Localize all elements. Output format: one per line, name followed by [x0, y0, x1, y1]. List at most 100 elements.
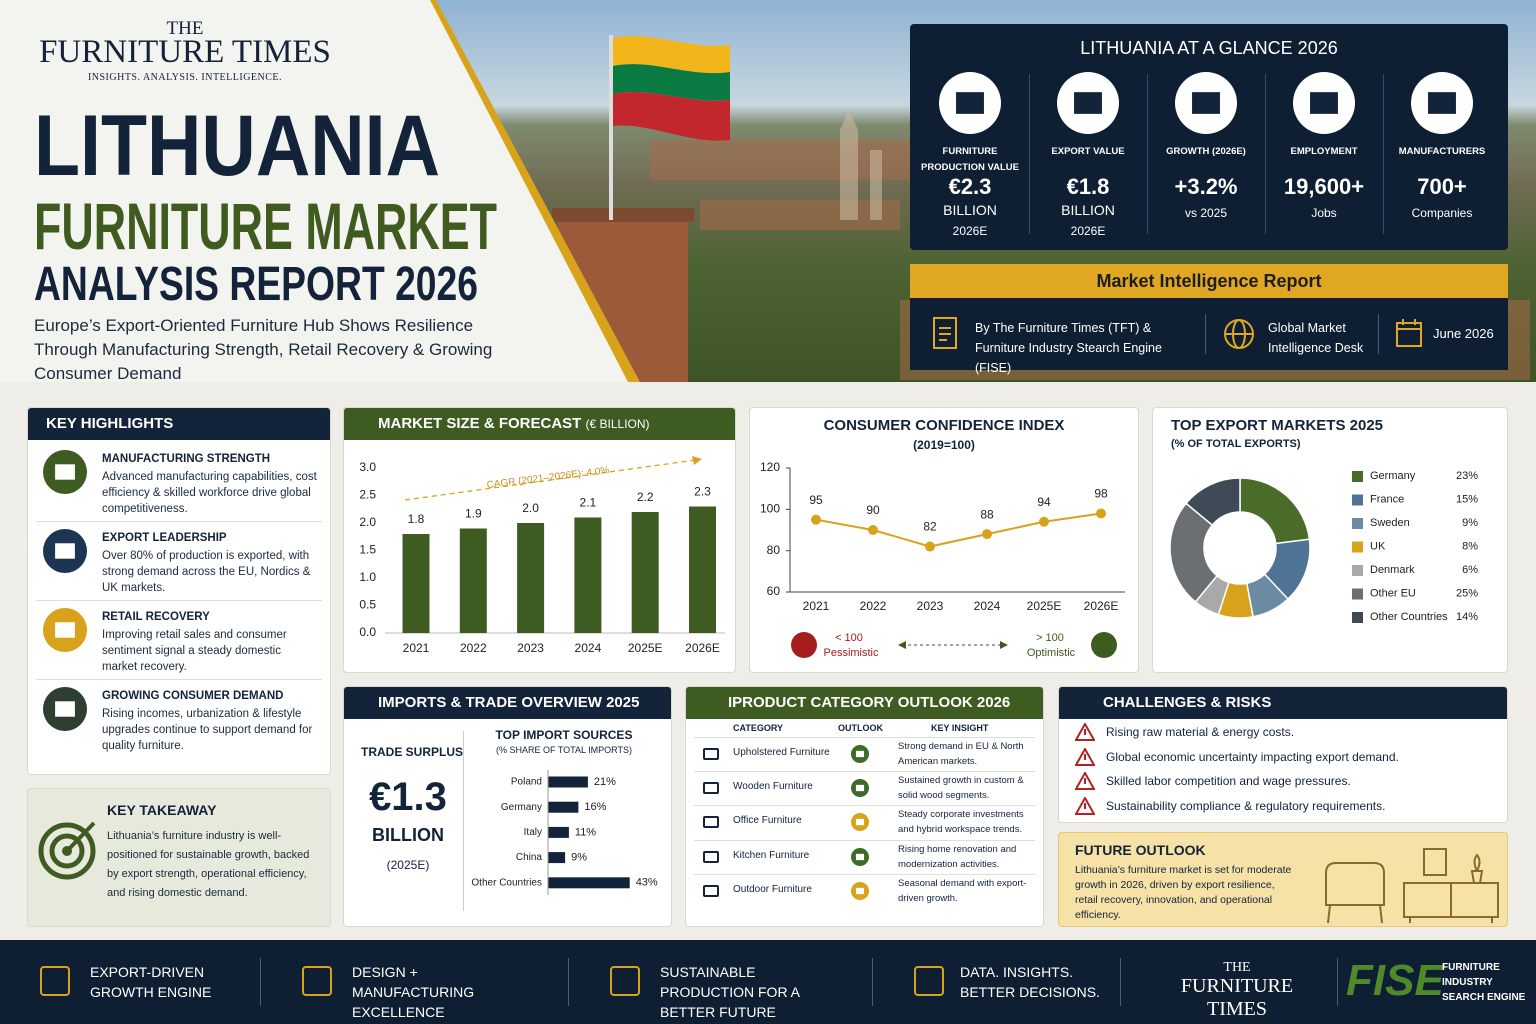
outlook-arrow [851, 813, 869, 832]
title-3: ANALYSIS REPORT 2026 [34, 258, 478, 311]
market-unit: (€ BILLION) [585, 417, 650, 431]
future-title: FUTURE OUTLOOK [1075, 842, 1206, 858]
imports-panel: IMPORTS & TRADE OVERVIEW 2025 TRADE SURP… [343, 686, 672, 927]
icon-glyph [956, 92, 984, 114]
highlights-panel: KEY HIGHLIGHTS MANUFACTURING STRENGTH Adv… [27, 407, 331, 775]
imports-chart-subtitle: (% SHARE OF TOTAL IMPORTS) [495, 745, 633, 755]
highlight-heading: RETAIL RECOVERY [102, 611, 210, 623]
challenges-title: CHALLENGES & RISKS [1059, 687, 1507, 719]
table-header: CATEGORY [733, 723, 784, 733]
report-by: By The Furniture Times (TFT) & Furniture… [975, 321, 1162, 375]
row-line [694, 873, 1035, 875]
surplus-value: €1.3 [369, 775, 447, 819]
highlight-text: Advanced manufacturing capabilities, cos… [102, 471, 317, 515]
triangle [1075, 723, 1095, 741]
row-icon [703, 884, 719, 897]
highlight-text: Improving retail sales and consumer sent… [102, 629, 287, 673]
icon-glyph [855, 750, 865, 758]
glance-note: vs 2025 [1184, 206, 1228, 220]
warning-icon [1075, 723, 1095, 741]
glance-value: 19,600+ [1283, 174, 1365, 199]
highlight-heading: MANUFACTURING STRENGTH [102, 453, 271, 465]
footer-icon [914, 966, 944, 996]
category: Outdoor Furniture [733, 883, 812, 895]
calendar-icon [1396, 319, 1422, 347]
icon-glyph [1428, 92, 1456, 114]
glance-value: €2.3 [948, 174, 992, 199]
brand-top: THE [166, 18, 204, 39]
challenge: Rising raw material & energy costs. [1106, 725, 1295, 739]
table-header: KEY INSIGHT [931, 723, 989, 733]
glance-note: 2026E [952, 224, 988, 238]
warning-icon [1075, 772, 1095, 790]
outlook-title: IPRODUCT CATEGORY OUTLOOK 2026 [686, 687, 1043, 719]
glance-icon [939, 72, 1001, 134]
market-panel: MARKET SIZE & FORECAST (€ BILLION) [343, 407, 736, 673]
separator [36, 679, 322, 680]
report-date: June 2026 [1433, 326, 1494, 341]
warning-icon [1075, 796, 1095, 815]
footer-item: SUSTAINABLE PRODUCTION FOR A BETTER FUTU… [660, 964, 800, 1020]
divider [872, 958, 873, 1006]
row-icon [703, 816, 719, 829]
imports-chart-title: TOP IMPORT SOURCES [495, 728, 633, 742]
title-1: LITHUANIA [34, 98, 440, 194]
glance-value: €1.8 [1066, 174, 1110, 199]
report-title: Market Intelligence Report [910, 264, 1508, 298]
outlook-panel: IPRODUCT CATEGORY OUTLOOK 2026 CATEGORY O… [685, 686, 1044, 927]
outlook-arrow [851, 779, 869, 798]
icon-glyph [855, 887, 865, 894]
divider [1029, 74, 1030, 234]
report-band: By The Furniture Times (TFT) & Furniture… [910, 298, 1508, 375]
glance-title: LITHUANIA AT A GLANCE 2026 [1080, 38, 1338, 58]
table-header: OUTLOOK [838, 723, 883, 733]
subtitle: Europe’s Export-Oriented Furniture Hub S… [34, 316, 493, 383]
divider [568, 958, 569, 1006]
warning-icon [1075, 747, 1095, 766]
icon-glyph [55, 543, 75, 559]
exports-subtitle: (% OF TOTAL EXPORTS) [1171, 438, 1301, 450]
highlight-heading: GROWING CONSUMER DEMAND [102, 690, 284, 702]
separator [36, 521, 322, 522]
future-text: Lithuania’s furniture market is set for … [1075, 864, 1292, 921]
outlook-arrow [851, 881, 869, 900]
glance-note: Jobs [1311, 206, 1337, 220]
outlook-arrow [851, 847, 869, 866]
divider [260, 958, 261, 1006]
icon-glyph [55, 464, 75, 480]
row-line [694, 805, 1035, 807]
row-icon [703, 748, 719, 760]
icon-glyph [855, 819, 865, 826]
glance-icon [1293, 72, 1355, 134]
glance-label: EMPLOYMENT [1290, 146, 1358, 157]
triangle [1075, 796, 1095, 815]
imports-title: IMPORTS & TRADE OVERVIEW 2025 [344, 687, 671, 719]
divider [1265, 74, 1266, 234]
glance-panel: LITHUANIA AT A GLANCE 2026 FURNITURE PRO… [910, 24, 1508, 250]
row-line [694, 771, 1035, 773]
row-line [694, 737, 1035, 738]
highlight-icon [43, 687, 87, 731]
glance-value: +3.2% [1174, 174, 1238, 199]
icon-glyph [55, 622, 75, 638]
icon-glyph [1192, 92, 1220, 114]
insight: Strong demand in EU & North American mar… [898, 741, 1024, 767]
confidence-panel: CONSUMER CONFIDENCE INDEX (2019=100) [749, 407, 1139, 673]
footer-icon [610, 966, 640, 996]
takeaway-text: Lithuania’s furniture industry is well-p… [107, 830, 310, 899]
footer-brand-top: THE [1223, 960, 1251, 975]
footer-brand: FURNITURE TIMES [1180, 975, 1294, 1020]
icon-glyph [1074, 92, 1102, 114]
category: Kitchen Furniture [733, 849, 810, 861]
glance-value: 700+ [1417, 174, 1467, 199]
glance-label: EXPORT VALUE [1051, 146, 1125, 157]
challenge: Sustainability compliance & regulatory r… [1106, 798, 1386, 813]
divider [1383, 74, 1384, 234]
icon-glyph [55, 701, 75, 717]
outlook-arrow [851, 745, 869, 763]
footer-icon [302, 966, 332, 996]
glance-label: FURNITURE PRODUCTION VALUE [921, 146, 1019, 173]
footer-icon [40, 966, 70, 996]
category: Wooden Furniture [733, 781, 813, 793]
fise-text: FURNITURE INDUSTRY SEARCH ENGINE [1442, 962, 1526, 1003]
